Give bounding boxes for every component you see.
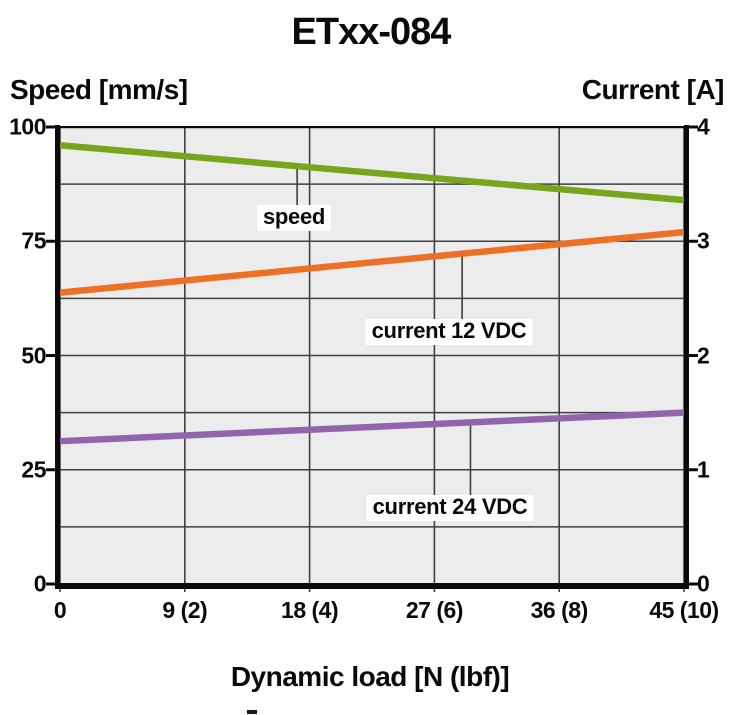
y-tick-label-left: 50 [21, 342, 46, 368]
y-tick-label-right: 2 [697, 342, 710, 368]
series-line-speed [59, 142, 685, 204]
x-tick-label: 0 [53, 597, 67, 623]
x-tick-label: 27 (6) [405, 597, 464, 623]
x-tick-label: 36 (8) [530, 597, 589, 623]
callout-label-current-24-VDC: current 24 VDC [366, 494, 534, 522]
left-axis-line [55, 125, 60, 589]
chart-title: ETxx-084 [291, 11, 452, 53]
x-tick-label: 18 (4) [281, 597, 339, 623]
y-tick-label-right: 0 [697, 570, 710, 597]
left-axis-title: Speed [mm/s] [10, 74, 188, 105]
y-tick-label-right: 1 [697, 456, 710, 483]
cut-off-text-fragment [247, 710, 257, 714]
right-axis-line [684, 125, 689, 589]
y-tick-label-left: 100 [9, 113, 46, 140]
y-tick-label-right: 4 [697, 113, 710, 140]
series-line-current-24-VDC [59, 409, 685, 445]
callout-label-current-12-VDC: current 12 VDC [365, 318, 533, 346]
bottom-axis-line [55, 583, 689, 589]
right-axis-title: Current [A] [581, 74, 725, 105]
series-line-current-12-VDC [59, 228, 685, 296]
x-tick-label: 9 (2) [162, 597, 208, 623]
y-tick-label-right: 3 [697, 227, 710, 254]
top-axis-line [58, 126, 686, 129]
y-tick-label-left: 25 [21, 456, 46, 483]
x-axis-title: Dynamic load [N (lbf)] [230, 661, 510, 692]
y-tick-label-left: 0 [33, 570, 47, 597]
y-tick-label-left: 75 [21, 227, 46, 254]
callout-label-speed: speed [256, 204, 332, 232]
x-tick-label: 45 (10) [649, 597, 719, 623]
